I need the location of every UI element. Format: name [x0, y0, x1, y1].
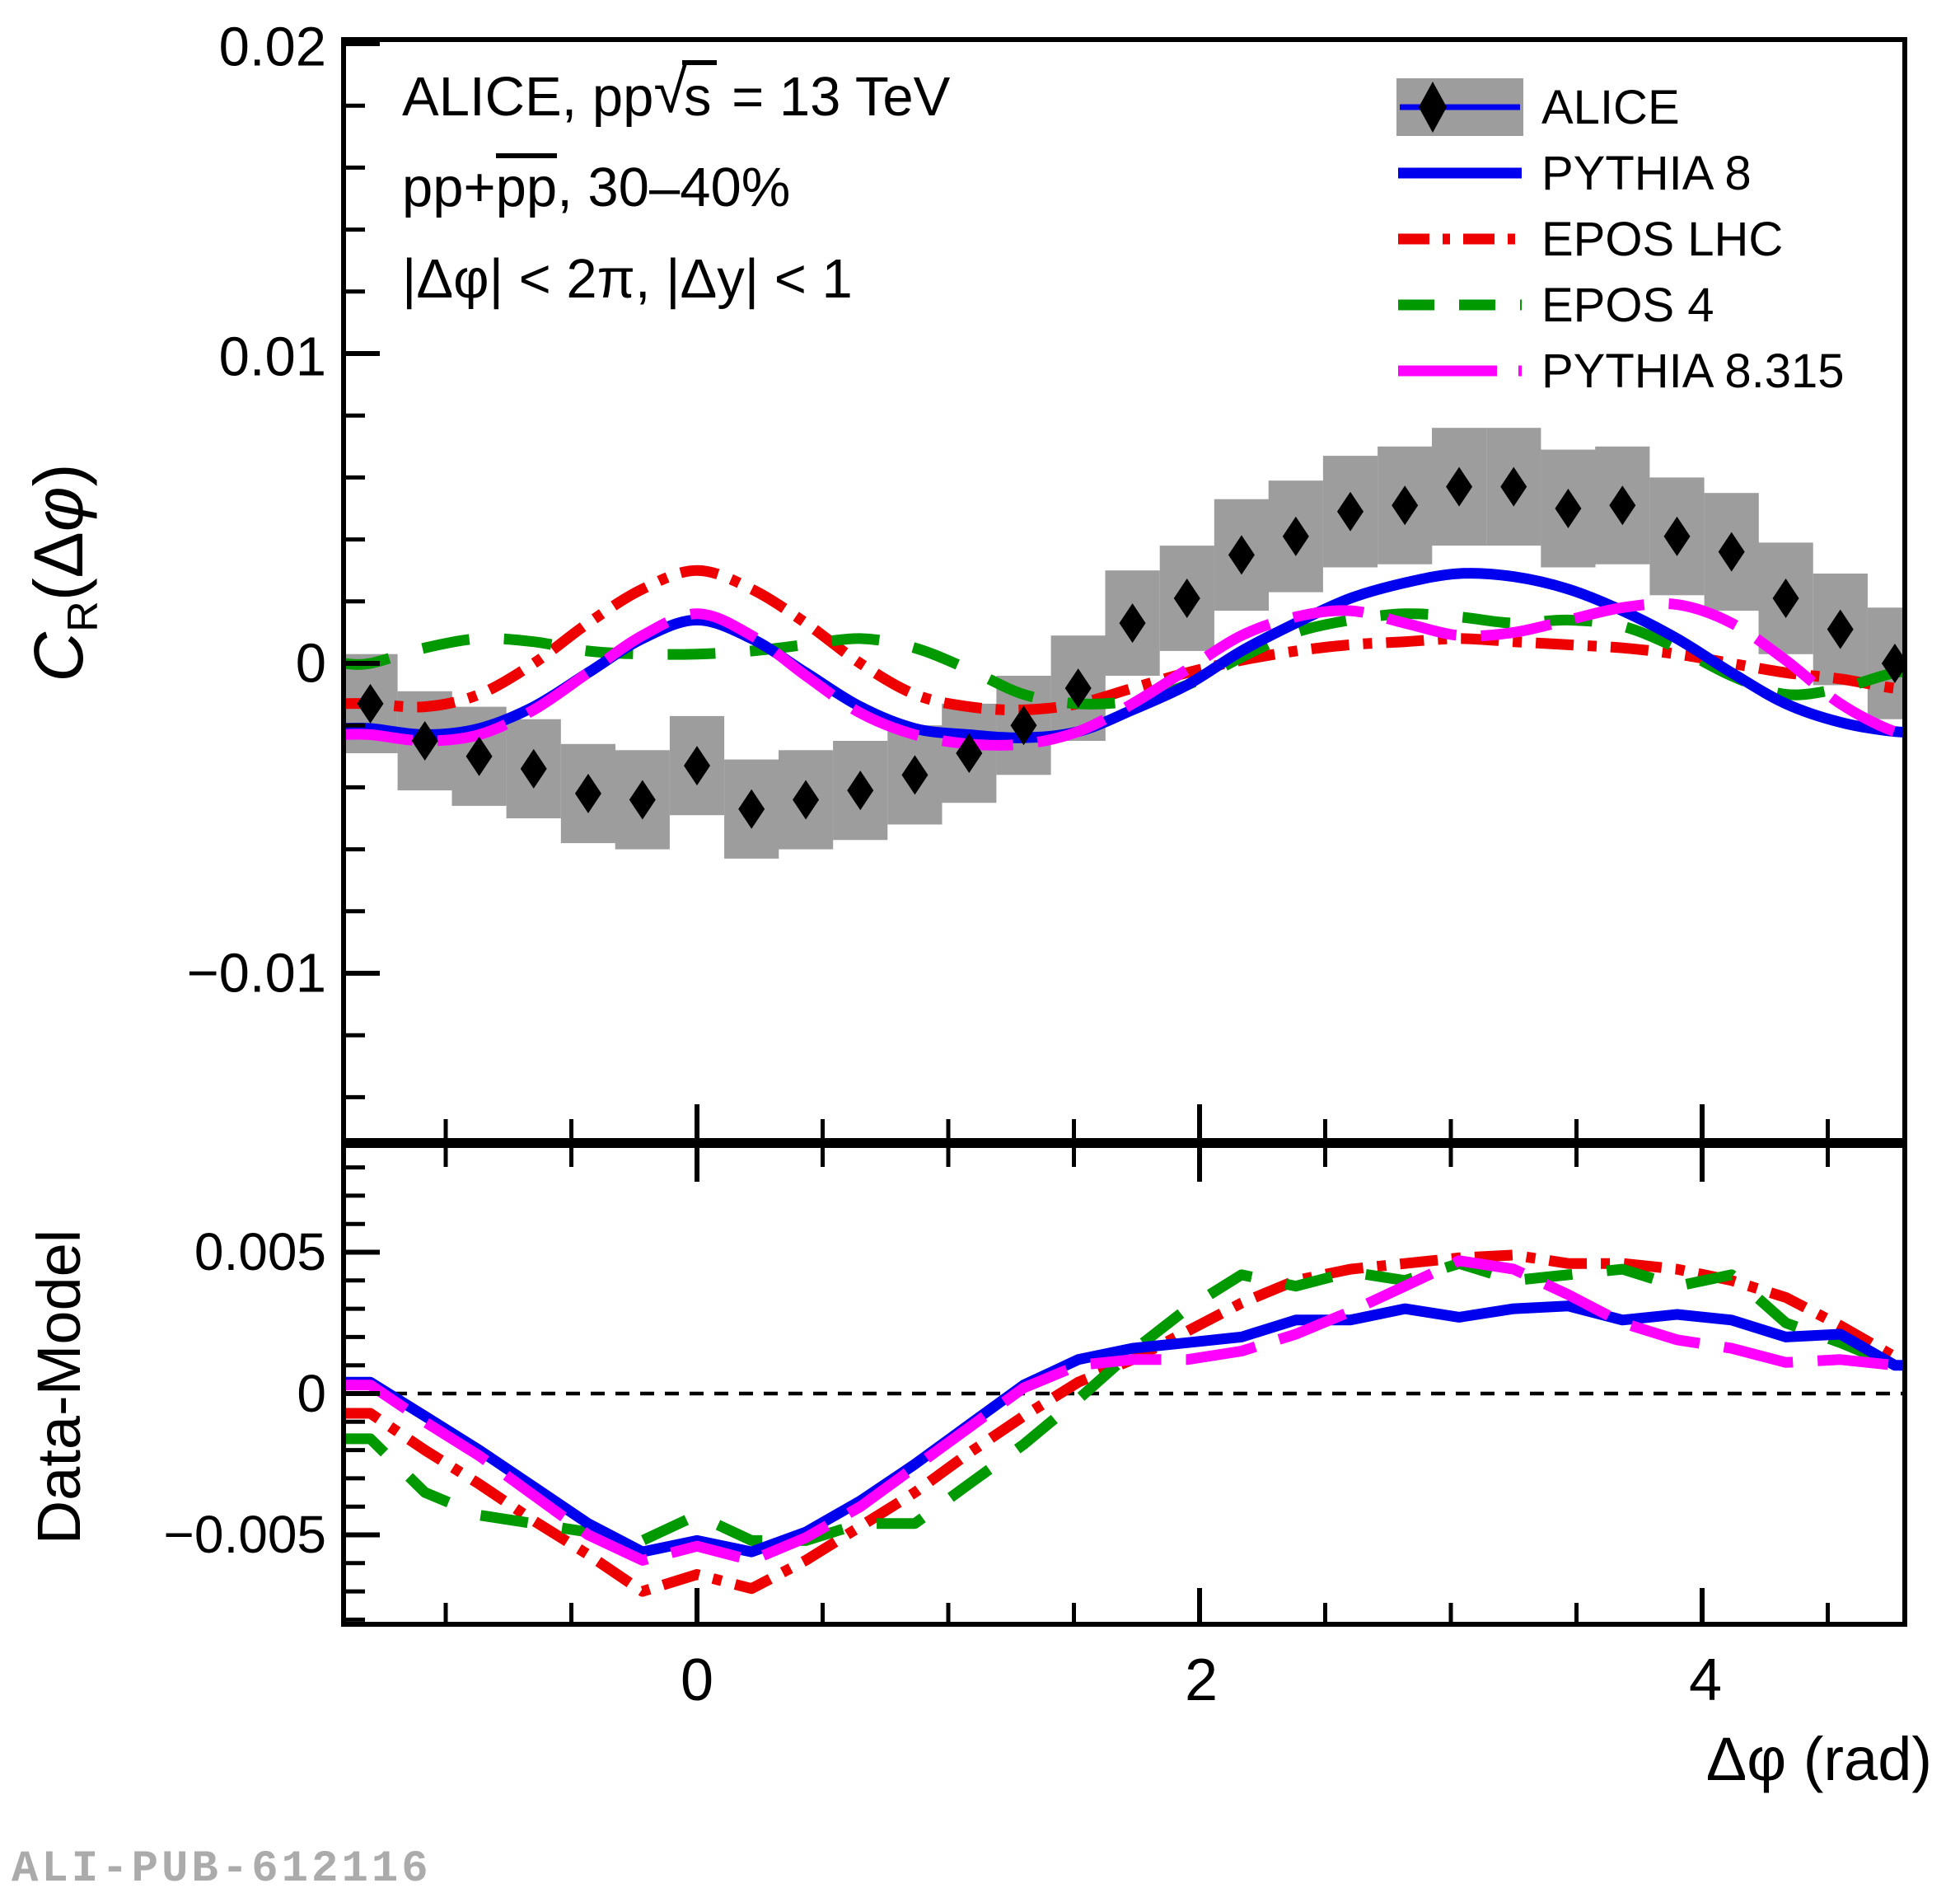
solid-line-icon [1398, 167, 1522, 179]
legend: ALICE PYTHIA 8 EPOS LHC EPOS 4 PYTHIA 8.… [1395, 74, 1845, 404]
annotation-collision-system: ALICE, pp√s = 13 TeV [402, 57, 951, 129]
curve-bottom-pythia-8-315 [344, 1255, 1905, 1566]
legend-entry-pythia8315: PYTHIA 8.315 [1395, 338, 1845, 404]
annotation-text: |Δφ| < 2π, |Δy| < 1 [402, 248, 853, 310]
legend-label: PYTHIA 8 [1541, 146, 1752, 200]
axes-frame [341, 37, 1907, 1627]
xtick-label: 4 [1688, 1647, 1723, 1713]
ytick-label-bottom: 0 [297, 1364, 326, 1423]
ylabel-close: ) [20, 463, 97, 487]
annotation-acceptance: |Δφ| < 2π, |Δy| < 1 [402, 247, 853, 311]
legend-label: PYTHIA 8.315 [1541, 344, 1845, 398]
alice-data-markers [357, 466, 1905, 829]
ytick-label-bottom: 0.005 [194, 1222, 326, 1281]
curve-top-pythia-8 [344, 568, 1905, 743]
curve-bottom-epos-4 [344, 1258, 1905, 1546]
model-curves-bottom [344, 1249, 1905, 1597]
legend-entry-epos4: EPOS 4 [1395, 272, 1845, 338]
ytick-label-top: 0.01 [218, 326, 326, 388]
annotation-pair-centrality: pp+pp, 30–40% [402, 153, 790, 219]
xtick-label: 0 [680, 1647, 714, 1713]
legend-entry-pythia8: PYTHIA 8 [1395, 140, 1845, 206]
long-dash-line-icon [1398, 365, 1522, 377]
legend-entry-alice: ALICE [1395, 74, 1845, 140]
legend-entry-eposlhc: EPOS LHC [1395, 206, 1845, 272]
sqrt-symbol: √ [653, 57, 688, 125]
y-axis-label-top: CR(Δφ) [19, 305, 107, 841]
x-axis-label: Δφ (rad) [1705, 1725, 1932, 1793]
legend-label: EPOS LHC [1541, 212, 1784, 266]
annotation-text: = 13 TeV [716, 66, 951, 128]
xtick-label: 2 [1184, 1647, 1219, 1713]
ylabel-c: C [20, 631, 97, 682]
sqrt-argument: s [682, 60, 717, 129]
ytick-label-top: −0.01 [186, 942, 326, 1005]
ytick-label-bottom: −0.005 [163, 1505, 326, 1564]
annotation-text: , 30–40% [557, 157, 791, 218]
ylabel-subscript: R [58, 601, 107, 632]
legend-label: ALICE [1541, 80, 1680, 134]
dash-dot-line-icon [1398, 233, 1522, 245]
curve-bottom-pythia-8 [344, 1300, 1905, 1558]
publication-id-watermark: ALI-PUB-612116 [12, 1844, 432, 1895]
legend-label: EPOS 4 [1541, 278, 1714, 332]
model-curves-top [344, 565, 1905, 751]
ytick-label-top: 0 [295, 632, 326, 695]
ylabel-open: (Δ [20, 532, 97, 602]
antiproton-overbar: pp [495, 153, 558, 215]
ytick-label-top: 0.02 [218, 16, 326, 78]
alice-band-marker-icon [1396, 78, 1523, 136]
annotation-text: pp+ [402, 157, 496, 218]
dashed-line-icon [1398, 299, 1522, 311]
annotation-text: ALICE, pp [402, 66, 654, 128]
curve-bottom-epos-lhc [344, 1249, 1905, 1597]
curve-top-epos-4 [344, 608, 1905, 710]
curve-top-pythia-8-315 [344, 597, 1905, 751]
y-axis-label-bottom: Data-Model [25, 1229, 93, 1545]
ylabel-phi: φ [20, 486, 97, 532]
